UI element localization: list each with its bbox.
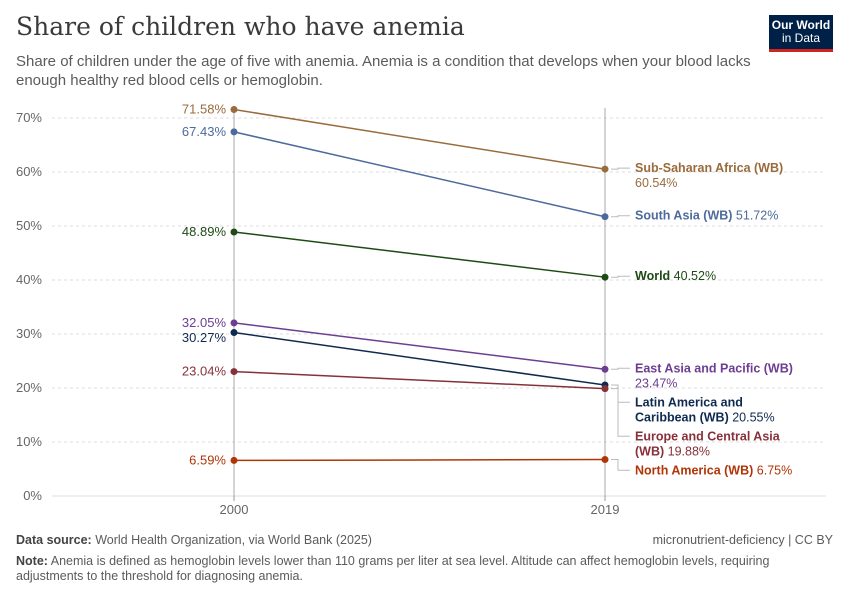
- data-point: [601, 385, 609, 393]
- series-name-label: East Asia and Pacific (WB): [635, 361, 793, 375]
- y-tick-label: 60%: [16, 164, 42, 179]
- data-point: [230, 368, 238, 376]
- series-line: [233, 370, 606, 390]
- chart-subtitle: Share of children under the age of five …: [16, 53, 751, 89]
- owid-logo[interactable]: Our World in Data: [769, 15, 833, 52]
- y-tick-label: 20%: [16, 380, 42, 395]
- label-connector: [611, 459, 630, 471]
- data-point: [230, 319, 238, 327]
- note-text: Anemia is defined as hemoglobin levels l…: [16, 554, 770, 583]
- end-value-label: 40.52%: [670, 269, 716, 283]
- y-tick-label: 50%: [16, 218, 42, 233]
- series-line: [233, 108, 606, 170]
- source-label: Data source:: [16, 533, 92, 547]
- data-point: [601, 213, 609, 221]
- x-tick-label: 2000: [220, 502, 249, 517]
- series-name-label: Caribbean (WB) 20.55%: [635, 410, 775, 424]
- data-point: [230, 105, 238, 113]
- label-connector: [611, 388, 630, 437]
- label-connector: [611, 167, 630, 170]
- data-point: [601, 456, 609, 464]
- y-tick-label: 10%: [16, 434, 42, 449]
- series-name-label: Europe and Central Asia: [635, 429, 781, 443]
- data-point: [230, 456, 238, 464]
- license-text[interactable]: micronutrient-deficiency | CC BY: [652, 533, 833, 547]
- start-value-label: 32.05%: [182, 315, 227, 330]
- data-source: Data source: World Health Organization, …: [16, 533, 372, 547]
- start-value-label: 67.43%: [182, 124, 227, 139]
- series-line: [233, 131, 606, 218]
- end-value-label: 60.54%: [635, 176, 677, 190]
- logo-line-1: Our World: [771, 18, 831, 32]
- end-value-label: 20.55%: [729, 410, 775, 424]
- series-name-label: Latin America and: [635, 395, 743, 409]
- note-label: Note:: [16, 554, 48, 568]
- chart-note: Note: Anemia is defined as hemoglobin le…: [16, 554, 816, 584]
- data-point: [230, 128, 238, 136]
- series-line: [233, 331, 606, 386]
- end-value-label: 6.75%: [753, 463, 792, 477]
- end-value-label: 23.47%: [635, 376, 677, 390]
- source-text[interactable]: World Health Organization, via World Ban…: [95, 533, 372, 547]
- series-name-label: North America (WB) 6.75%: [635, 463, 792, 477]
- series-line: [233, 231, 606, 278]
- series-name-label: South Asia (WB) 51.72%: [635, 209, 778, 223]
- data-point: [601, 365, 609, 373]
- y-tick-label: 0%: [23, 488, 42, 503]
- start-value-label: 71.58%: [182, 101, 227, 116]
- label-connector: [611, 275, 630, 278]
- y-tick-label: 70%: [16, 110, 42, 125]
- data-point: [230, 228, 238, 236]
- start-value-label: 30.27%: [182, 330, 227, 345]
- logo-line-2: in Data: [781, 31, 821, 45]
- series-name-label: Sub-Saharan Africa (WB): [635, 161, 783, 175]
- series-line: [233, 322, 606, 371]
- end-value-label: 19.88%: [664, 444, 710, 458]
- end-value-label: 51.72%: [732, 209, 778, 223]
- chart-title: Share of children who have anemia: [16, 12, 465, 41]
- label-connector: [611, 367, 630, 370]
- series-name-label: (WB) 19.88%: [635, 444, 710, 458]
- y-tick-label: 40%: [16, 272, 42, 287]
- start-value-label: 6.59%: [189, 452, 226, 467]
- x-tick-label: 2019: [591, 502, 620, 517]
- data-point: [601, 273, 609, 281]
- y-tick-label: 30%: [16, 326, 42, 341]
- label-connector: [611, 215, 630, 218]
- label-connector: [611, 384, 630, 403]
- data-point: [230, 329, 238, 337]
- start-value-label: 48.89%: [182, 224, 227, 239]
- series-name-label: World 40.52%: [635, 269, 716, 283]
- start-value-label: 23.04%: [182, 364, 227, 379]
- data-point: [601, 165, 609, 173]
- series-line: [233, 458, 606, 462]
